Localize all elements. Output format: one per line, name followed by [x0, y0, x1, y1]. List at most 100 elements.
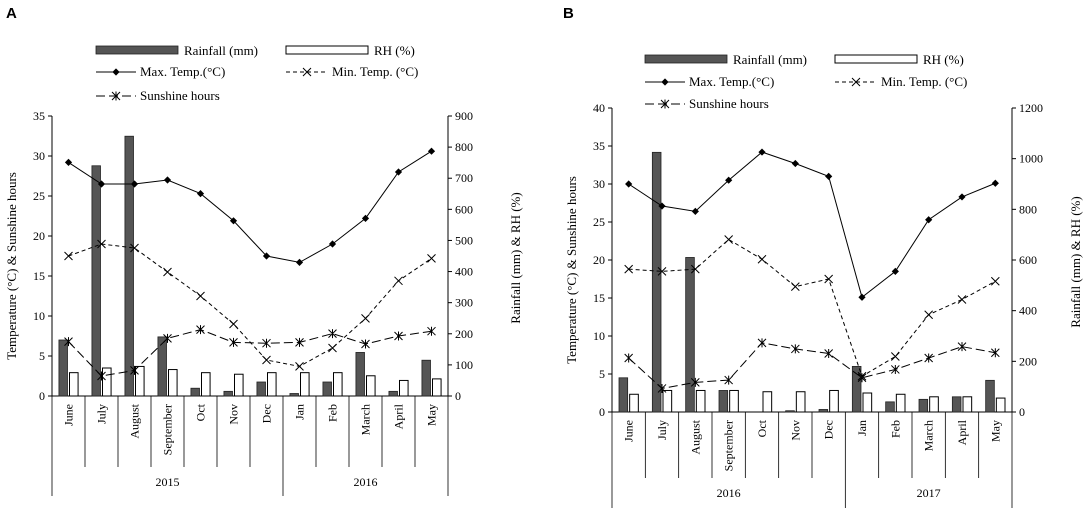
panel-b-sunshine-point — [657, 383, 667, 393]
panel-a-right-axis-title: Rainfall (mm) & RH (%) — [508, 192, 523, 323]
panel-a-max-temp-point — [427, 147, 436, 155]
panel-b-max-temp-point — [858, 293, 866, 301]
panel-b-category-label: March — [922, 420, 936, 451]
panel-b-left-tick-label: 5 — [599, 367, 605, 381]
panel-a-max-temp-point — [295, 258, 304, 266]
panel-a-rh-bar — [102, 367, 112, 397]
panel-a-right-tick-label: 0 — [455, 389, 461, 403]
panel-a-year-label: 2016 — [354, 475, 378, 489]
panel-b-rainfall-bar — [851, 365, 862, 413]
panel-a-legend-max-temp: Max. Temp.(°C) — [140, 64, 225, 79]
panel-a-legend-rainfall: Rainfall (mm) — [184, 43, 258, 58]
panel-b-category-label: Oct — [755, 419, 769, 437]
panel-label-a: A — [6, 5, 17, 22]
panel-a-category-label: April — [392, 403, 406, 429]
panel-b-category-label: September — [722, 420, 736, 471]
panel-b-rainfall-bar — [951, 396, 962, 413]
panel-b-sunshine-point — [824, 348, 834, 358]
panel-a-max-temp-point — [163, 176, 172, 184]
panel-a-rh-bar — [135, 365, 145, 397]
panel-a-max-temp-point — [328, 240, 337, 248]
panel-b-legend-rh: RH (%) — [923, 52, 964, 67]
panel-a-left-tick-label: 20 — [33, 229, 45, 243]
panel-b-left-tick-label: 35 — [593, 139, 605, 153]
panel-a-max-temp-line — [68, 150, 432, 263]
panel-b-min-temp-point — [724, 235, 734, 244]
panel-b-rainfall-bar — [918, 398, 929, 413]
panel-b-year-label: 2016 — [717, 486, 741, 500]
panel-a-legend-sunshine: Sunshine hours — [140, 88, 220, 103]
panel-a-category-label: June — [62, 404, 76, 426]
panel-a-min-temp-point — [262, 355, 271, 365]
panel-a-year-label: 2015 — [156, 475, 180, 489]
panel-a-left-tick-label: 0 — [39, 389, 45, 403]
panel-b-sunshine-point — [690, 377, 700, 387]
panel-a-max-temp-point — [130, 180, 139, 188]
panel-a-min-temp-point — [295, 362, 304, 371]
panel-a-min-temp-point — [361, 314, 370, 323]
panel-b-rh-bar — [762, 391, 773, 413]
panel-a-max-temp-point — [196, 190, 205, 198]
panel-b-right-tick-label: 800 — [1019, 202, 1037, 216]
panel-a-category-label: Oct — [194, 403, 208, 421]
panel-a-min-temp-point — [163, 267, 172, 277]
panel-a-min-temp-point — [196, 291, 205, 301]
panel-b-min-temp-point — [790, 282, 800, 291]
panel-label-b: B — [563, 5, 574, 22]
panel-a-rh-bar — [399, 379, 409, 397]
panel-a-left-tick-label: 35 — [33, 109, 45, 123]
panel-b-rainfall-bar — [985, 379, 995, 413]
panel-b-left-axis-title: Temperature (°C) & Sunshine hours — [564, 176, 579, 364]
panel-b-sunshine-point — [890, 364, 900, 374]
panel-a-min-temp-point — [328, 343, 337, 353]
panel-b-right-tick-label: 400 — [1019, 304, 1037, 318]
panel-b-sunshine-point — [757, 338, 767, 348]
panel-a-max-temp-point — [97, 180, 106, 188]
panel-a-left-tick-label: 25 — [33, 189, 45, 203]
panel-b-legend-max-temp: Max. Temp.(°C) — [689, 74, 774, 89]
panel-b-category-label: July — [655, 420, 669, 440]
panel-b-rainfall-bar — [785, 410, 795, 413]
panel-a-rh-bar — [366, 375, 376, 397]
panel-b-rainfall-bar — [685, 257, 695, 413]
panel-b-right-tick-label: 600 — [1019, 253, 1037, 267]
panel-a-rainfall-bar — [256, 381, 266, 397]
panel-a-rh-bar — [432, 378, 442, 397]
panel-a-sunshine-point — [130, 365, 139, 375]
panel-b-min-temp-point — [824, 274, 834, 284]
panel-b-sunshine-point — [724, 375, 734, 385]
panel-a-legend-min-temp: Min. Temp. (°C) — [332, 64, 418, 79]
panel-a-category-label: Jan — [293, 404, 307, 420]
panel-a-sunshine-point — [196, 325, 205, 335]
panel-a-chart: 0 5 10 15 20 25 30 35 0 100 200 300 400 500 600 700 800 9… — [4, 43, 523, 496]
panel-b-rh-bar — [995, 397, 1006, 413]
panel-b-category-label: Dec — [822, 420, 836, 439]
panel-b-min-temp-point — [924, 310, 934, 320]
panel-a-legend-min-temp-marker — [302, 67, 312, 77]
panel-a-sunshine-point — [163, 333, 172, 343]
panel-b-sunshine-point — [624, 353, 634, 363]
panel-a-right-tick-label: 400 — [455, 265, 473, 279]
panel-b-category-label: June — [622, 420, 636, 442]
panel-a-sunshine-point — [262, 338, 271, 348]
panel-a-rainfall-bar — [124, 135, 134, 397]
panel-a-rainfall-bar — [322, 381, 332, 397]
panel-a-left-tick-label: 10 — [33, 309, 45, 323]
panel-b-left-tick-label: 10 — [593, 329, 605, 343]
panel-b-max-temp-point — [758, 148, 766, 156]
panel-a-left-tick-label: 5 — [39, 349, 45, 363]
panel-b-max-temp-point — [725, 176, 733, 184]
panel-a-max-temp-point — [361, 214, 370, 222]
panel-b-legend-max-temp-marker — [661, 78, 669, 86]
panel-b-min-temp-point — [890, 352, 900, 361]
panel-b-legend-min-temp: Min. Temp. (°C) — [881, 74, 967, 89]
panel-b-max-temp-point — [791, 159, 799, 168]
panel-b-max-temp-point — [691, 207, 699, 215]
panel-a-sunshine-point — [361, 339, 370, 349]
panel-a-min-temp-point — [427, 254, 436, 263]
panel-a-rh-bar — [201, 372, 211, 397]
panel-a-category-label: July — [95, 404, 109, 424]
panel-a-min-temp-point — [97, 239, 106, 249]
panel-b-rainfall-bar — [618, 377, 629, 413]
panel-b-max-temp-point — [991, 179, 999, 187]
